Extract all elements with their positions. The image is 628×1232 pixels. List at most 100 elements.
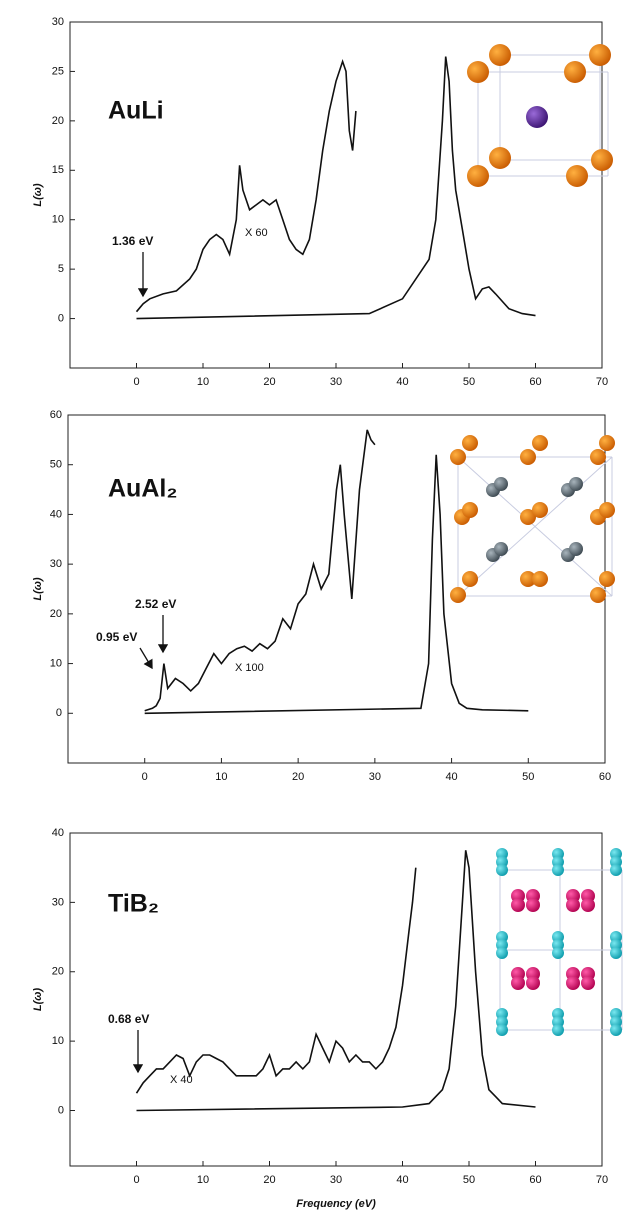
atom [591, 149, 613, 171]
atom [566, 165, 588, 187]
atom [566, 898, 580, 912]
y-tick-label: 25 [52, 65, 64, 77]
y-tick-label: 20 [52, 966, 64, 978]
atom [590, 587, 606, 603]
spectrum-line [144, 429, 376, 712]
atom [532, 571, 548, 587]
x-tick-label: 50 [463, 376, 475, 388]
y-tick-label: 30 [52, 16, 64, 28]
x-tick-label: 30 [330, 376, 342, 388]
atom [599, 571, 615, 587]
x-tick-label: 20 [263, 376, 275, 388]
x-tick-label: 40 [396, 376, 408, 388]
x-tick-label: 60 [529, 376, 541, 388]
annotation: X 40 [170, 1074, 193, 1086]
panel-title: AuLi [108, 97, 164, 125]
y-axis-label: L(ω) [32, 988, 44, 1012]
atom [526, 898, 540, 912]
atom [552, 1024, 564, 1036]
spectrum-line [136, 56, 536, 320]
atom [489, 44, 511, 66]
atom [526, 976, 540, 990]
plot-frame [69, 832, 603, 1167]
annotation: 0.95 eV [96, 630, 137, 644]
y-tick-label: 5 [58, 263, 64, 275]
atom [511, 898, 525, 912]
y-tick-label: 20 [50, 608, 62, 620]
atom [496, 947, 508, 959]
atom [610, 1024, 622, 1036]
x-tick-label: 10 [197, 1174, 209, 1186]
atom [532, 435, 548, 451]
annotation: 1.36 eV [112, 234, 153, 248]
atom [610, 947, 622, 959]
atom [566, 976, 580, 990]
panel-title: AuAl₂ [108, 475, 177, 503]
atom [496, 864, 508, 876]
x-tick-label: 10 [215, 771, 227, 783]
y-tick-label: 10 [52, 214, 64, 226]
x-tick-label: 20 [292, 771, 304, 783]
atom [462, 571, 478, 587]
atom [520, 571, 536, 587]
spectrum-line [136, 850, 536, 1112]
x-tick-label: 20 [263, 1174, 275, 1186]
atom [467, 165, 489, 187]
x-tick-label: 0 [133, 376, 139, 388]
y-tick-label: 50 [50, 459, 62, 471]
annotation: 2.52 eV [135, 597, 176, 611]
atom [569, 477, 583, 491]
x-tick-label: 30 [369, 771, 381, 783]
y-tick-label: 20 [52, 115, 64, 127]
atom [581, 898, 595, 912]
atom [462, 502, 478, 518]
atom [610, 864, 622, 876]
spectrum-line [144, 454, 529, 715]
x-tick-label: 0 [142, 771, 148, 783]
atom [552, 864, 564, 876]
plot-frame [69, 21, 603, 369]
y-axis-label: L(ω) [32, 183, 44, 207]
atom [552, 947, 564, 959]
annotation: X 100 [235, 662, 264, 674]
y-tick-label: 10 [52, 1035, 64, 1047]
x-tick-label: 10 [197, 376, 209, 388]
atom [450, 587, 466, 603]
x-tick-label: 60 [529, 1174, 541, 1186]
atom [590, 449, 606, 465]
y-tick-label: 40 [50, 508, 62, 520]
x-axis-label: Frequency (eV) [296, 1198, 376, 1210]
annotation: 0.68 eV [108, 1012, 149, 1026]
y-tick-label: 60 [50, 409, 62, 421]
annotation-arrow [139, 647, 153, 670]
atom [450, 449, 466, 465]
atom [526, 106, 548, 128]
spectrum-line [135, 59, 357, 313]
atom [494, 542, 508, 556]
atom [581, 976, 595, 990]
atom [467, 61, 489, 83]
x-tick-label: 50 [463, 1174, 475, 1186]
cell-edge [457, 456, 613, 597]
atom [494, 477, 508, 491]
atom [569, 542, 583, 556]
x-tick-label: 40 [445, 771, 457, 783]
y-tick-label: 10 [50, 657, 62, 669]
y-tick-label: 0 [58, 1104, 64, 1116]
x-tick-label: 40 [396, 1174, 408, 1186]
y-tick-label: 30 [50, 558, 62, 570]
y-tick-label: 0 [56, 707, 62, 719]
atom [589, 44, 611, 66]
atom [496, 1024, 508, 1036]
x-tick-label: 30 [330, 1174, 342, 1186]
atom [462, 435, 478, 451]
y-tick-label: 15 [52, 164, 64, 176]
x-tick-label: 70 [596, 376, 608, 388]
y-tick-label: 0 [58, 312, 64, 324]
atom [532, 502, 548, 518]
y-tick-label: 30 [52, 896, 64, 908]
annotation: X 60 [245, 227, 268, 239]
x-tick-label: 50 [522, 771, 534, 783]
